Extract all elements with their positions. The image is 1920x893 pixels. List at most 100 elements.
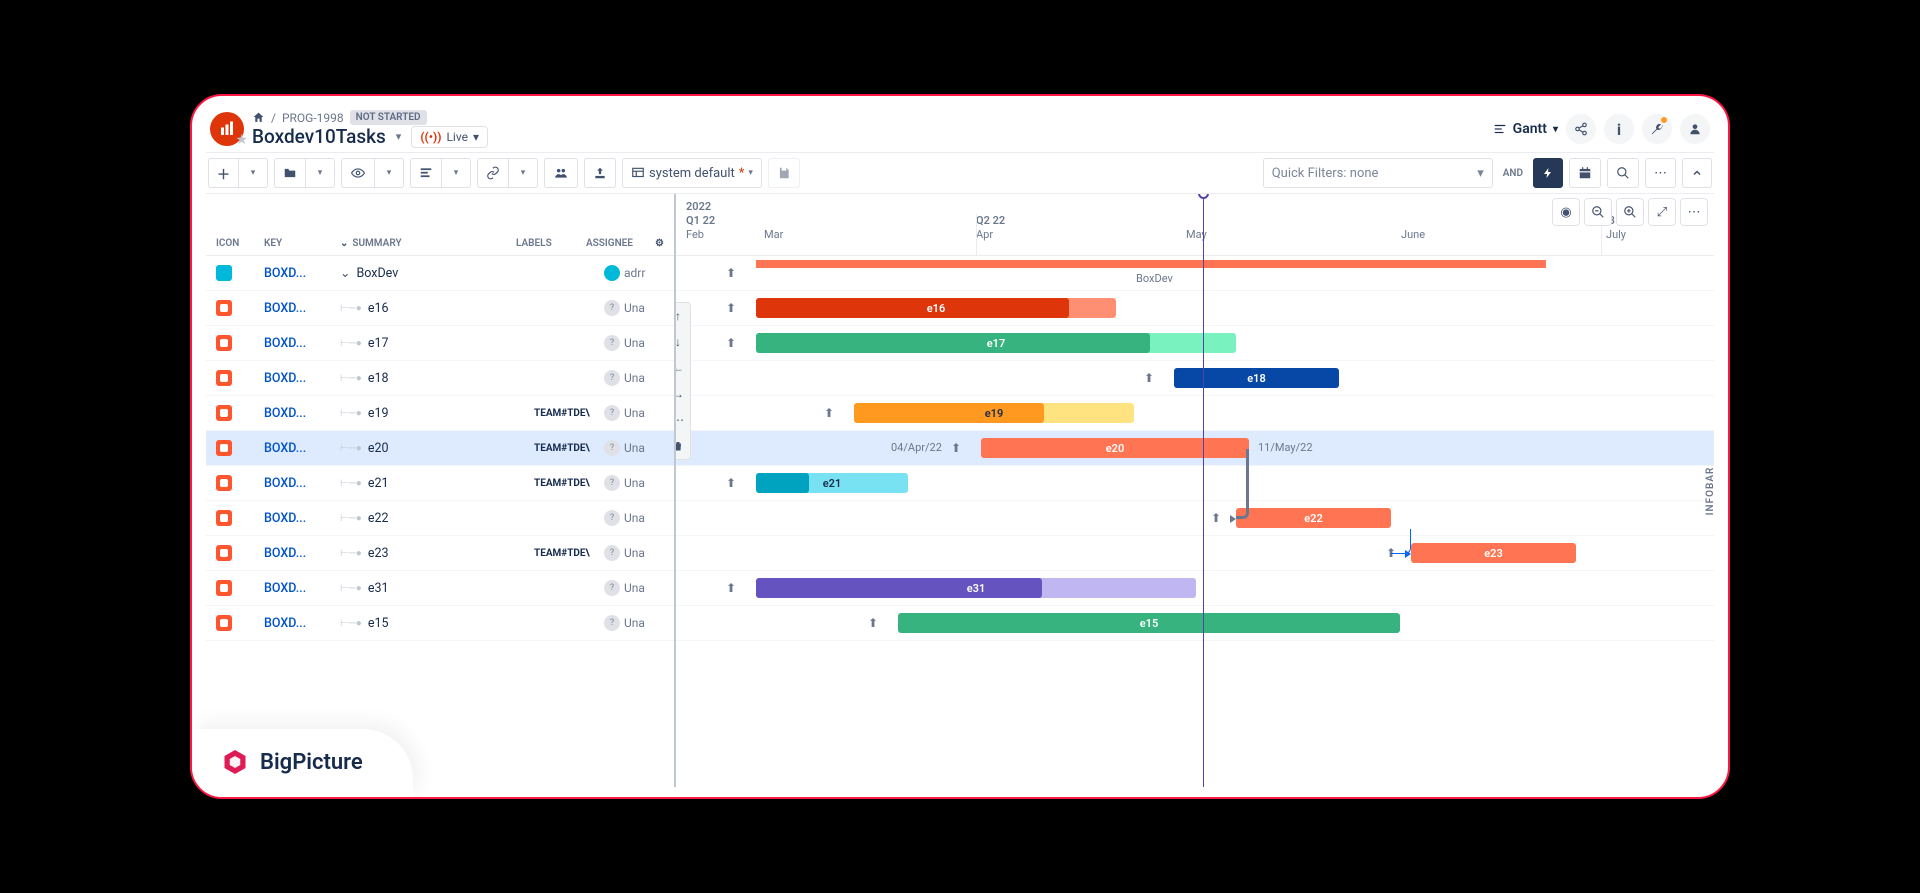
gantt-bar[interactable]: e18 bbox=[1174, 368, 1339, 388]
scroll-to-icon[interactable]: ⬆ bbox=[1144, 371, 1154, 385]
issue-key[interactable]: BOXD... bbox=[264, 406, 340, 421]
folder-button[interactable] bbox=[274, 158, 305, 188]
issue-summary[interactable]: ⊢─●e23 bbox=[340, 546, 534, 561]
user-icon[interactable] bbox=[1680, 114, 1710, 144]
add-button[interactable]: ＋ bbox=[208, 158, 238, 188]
indent-icon[interactable]: → bbox=[676, 381, 690, 407]
infobar-tab[interactable]: INFOBAR bbox=[1705, 466, 1716, 515]
view-selector[interactable]: Gantt ▾ bbox=[1493, 121, 1558, 137]
gantt-bar[interactable]: e23 bbox=[1411, 543, 1576, 563]
issue-summary[interactable]: ⊢─●e22 bbox=[340, 511, 534, 526]
scroll-to-icon[interactable]: ⬆ bbox=[726, 336, 736, 350]
gantt-row[interactable]: e22 ⬆ bbox=[676, 501, 1714, 536]
calendar-button[interactable] bbox=[1569, 158, 1601, 188]
sort-icon[interactable]: ⌄ bbox=[340, 238, 348, 249]
scroll-to-icon[interactable]: ⬆ bbox=[1211, 511, 1221, 525]
more-actions-icon[interactable]: ⋯ bbox=[676, 407, 690, 433]
gantt-row[interactable]: e16 ⬆ bbox=[676, 291, 1714, 326]
table-row[interactable]: BOXD... ⊢─●e18 ?Una bbox=[206, 361, 674, 396]
gantt-bar[interactable]: e21 bbox=[756, 473, 908, 493]
gantt-row[interactable]: e19⬆ bbox=[676, 396, 1714, 431]
gantt-row[interactable]: e20⬆04/Apr/2211/May/22 bbox=[676, 431, 1714, 466]
gantt-row[interactable]: e23 ⬆ bbox=[676, 536, 1714, 571]
table-row[interactable]: BOXD... ⊢─●e17 ?Una bbox=[206, 326, 674, 361]
issue-summary[interactable]: ⊢─●e20 bbox=[340, 441, 534, 456]
fullscreen-icon[interactable]: ⤢ bbox=[1648, 198, 1676, 226]
table-row[interactable]: BOXD... ⌄BoxDev adrr bbox=[206, 256, 674, 291]
system-default-select[interactable]: system default * ▾ bbox=[622, 158, 762, 188]
scroll-to-icon[interactable]: ⬆ bbox=[868, 616, 878, 630]
issue-key[interactable]: BOXD... bbox=[264, 371, 340, 386]
align-button[interactable] bbox=[410, 158, 441, 188]
issue-key[interactable]: BOXD... bbox=[264, 336, 340, 351]
issue-key[interactable]: BOXD... bbox=[264, 546, 340, 561]
title-caret-icon[interactable]: ▾ bbox=[396, 130, 402, 143]
table-row[interactable]: BOXD... ⊢─●e15 ?Una bbox=[206, 606, 674, 641]
scroll-to-icon[interactable]: ⬆ bbox=[726, 301, 736, 315]
eye-button[interactable] bbox=[341, 158, 374, 188]
issue-assignee[interactable]: ?Una bbox=[604, 475, 664, 491]
outdent-icon[interactable]: ← bbox=[676, 355, 690, 381]
gantt-row[interactable]: e18 ⬆ bbox=[676, 361, 1714, 396]
table-row[interactable]: BOXD... ⊢─●e16 ?Una bbox=[206, 291, 674, 326]
issue-summary[interactable]: ⊢─●e19 bbox=[340, 406, 534, 421]
search-button[interactable] bbox=[1607, 158, 1639, 188]
issue-summary[interactable]: ⊢─●e16 bbox=[340, 301, 534, 316]
scroll-to-icon[interactable]: ⬆ bbox=[951, 441, 961, 455]
gantt-row[interactable]: e17 ⬆ bbox=[676, 326, 1714, 361]
zoom-out-icon[interactable] bbox=[1584, 198, 1612, 226]
gantt-bar[interactable]: e31 bbox=[756, 578, 1196, 598]
issue-key[interactable]: BOXD... bbox=[264, 301, 340, 316]
align-caret[interactable]: ▾ bbox=[441, 158, 471, 188]
issue-key[interactable]: BOXD... bbox=[264, 476, 340, 491]
scroll-to-icon[interactable]: ⬆ bbox=[726, 266, 736, 280]
info-icon[interactable]: i bbox=[1604, 114, 1634, 144]
add-caret[interactable]: ▾ bbox=[238, 158, 268, 188]
zoom-in-icon[interactable] bbox=[1616, 198, 1644, 226]
table-row[interactable]: BOXD... ⊢─●e22 ?Una bbox=[206, 501, 674, 536]
issue-summary[interactable]: ⊢─●e31 bbox=[340, 581, 534, 596]
issue-key[interactable]: BOXD... bbox=[264, 266, 340, 281]
col-assignee[interactable]: ASSIGNEE bbox=[586, 238, 646, 249]
columns-config-icon[interactable]: ⚙ bbox=[646, 238, 664, 249]
col-summary[interactable]: ⌄SUMMARY bbox=[340, 238, 516, 249]
issue-assignee[interactable]: ?Una bbox=[604, 440, 664, 456]
table-row[interactable]: BOXD... ⊢─●e23 TEAM#TDE\ ?Una bbox=[206, 536, 674, 571]
quick-filters-select[interactable]: Quick Filters: none ▾ bbox=[1263, 158, 1493, 188]
issue-key[interactable]: BOXD... bbox=[264, 616, 340, 631]
gantt-bar[interactable]: e22 bbox=[1236, 508, 1391, 528]
gantt-more-icon[interactable]: ⋯ bbox=[1680, 198, 1708, 226]
delete-icon[interactable] bbox=[676, 433, 690, 459]
save-button[interactable] bbox=[768, 158, 800, 188]
issue-assignee[interactable]: ?Una bbox=[604, 370, 664, 386]
gantt-row[interactable]: e31⬆ bbox=[676, 571, 1714, 606]
expand-icon[interactable]: ⌄ bbox=[340, 265, 350, 281]
issue-key[interactable]: BOXD... bbox=[264, 511, 340, 526]
issue-summary[interactable]: ⊢─●e17 bbox=[340, 336, 534, 351]
issue-assignee[interactable]: ?Una bbox=[604, 580, 664, 596]
gantt-summary-bar[interactable] bbox=[756, 260, 1546, 268]
issue-assignee[interactable]: ?Una bbox=[604, 545, 664, 561]
table-row[interactable]: BOXD... ⊢─●e31 ?Una bbox=[206, 571, 674, 606]
table-row[interactable]: BOXD... ⊢─●e21 TEAM#TDE\ ?Una bbox=[206, 466, 674, 501]
wrench-icon[interactable] bbox=[1642, 114, 1672, 144]
issue-assignee[interactable]: adrr bbox=[604, 265, 664, 281]
scroll-to-icon[interactable]: ⬆ bbox=[1386, 546, 1396, 560]
table-row[interactable]: BOXD... ⊢─●e20 TEAM#TDE\ ?Una bbox=[206, 431, 674, 466]
collapse-up-button[interactable] bbox=[1682, 158, 1712, 188]
live-button[interactable]: ((•)) Live ▾ bbox=[411, 126, 488, 148]
star-icon[interactable]: ★ bbox=[235, 132, 248, 148]
team-button[interactable] bbox=[544, 158, 578, 188]
issue-assignee[interactable]: ?Una bbox=[604, 300, 664, 316]
gantt-bar[interactable]: e17 bbox=[756, 333, 1236, 353]
app-logo[interactable]: ★ bbox=[210, 112, 244, 146]
issue-summary[interactable]: ⌄BoxDev bbox=[340, 265, 534, 281]
gantt-bar[interactable]: e15 bbox=[898, 613, 1400, 633]
gantt-row[interactable]: e21 ⬆ bbox=[676, 466, 1714, 501]
export-button[interactable] bbox=[584, 158, 616, 188]
link-caret[interactable]: ▾ bbox=[508, 158, 538, 188]
gantt-bar[interactable]: e20 bbox=[981, 438, 1249, 458]
gantt-bar[interactable]: e16 bbox=[756, 298, 1116, 318]
issue-summary[interactable]: ⊢─●e21 bbox=[340, 476, 534, 491]
scroll-to-icon[interactable]: ⬆ bbox=[726, 476, 736, 490]
